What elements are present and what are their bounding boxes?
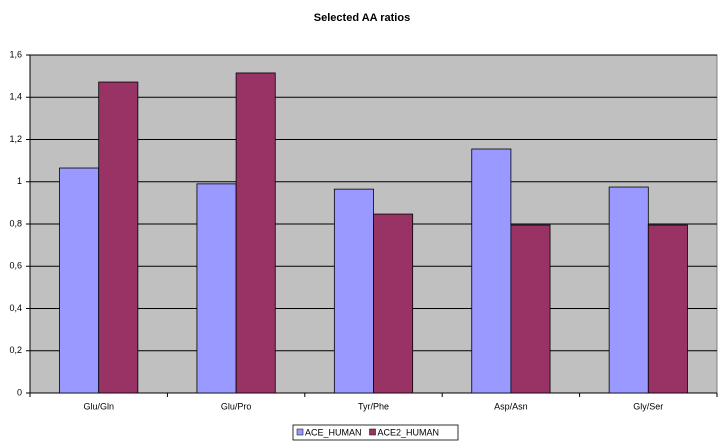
bar [98, 81, 139, 394]
bar [196, 183, 237, 394]
y-tick-label: 0,6 [9, 261, 22, 271]
x-tick-label: Gly/Ser [633, 401, 663, 411]
y-tick-label: 0,4 [9, 303, 22, 313]
x-tick-label: Tyr/Phe [358, 401, 389, 411]
y-tick-label: 1 [17, 176, 22, 186]
y-tick-label: 0,8 [9, 218, 22, 228]
legend-swatch [369, 428, 376, 436]
legend-label: ACE_HUMAN [305, 427, 362, 437]
bar [373, 213, 414, 394]
bar [59, 167, 100, 394]
y-tick-label: 1,4 [9, 92, 22, 102]
x-tick-label: Glu/Gln [83, 401, 114, 411]
y-tick-label: 1,6 [9, 49, 22, 59]
y-tick-label: 0 [17, 387, 22, 397]
x-tick-label: Glu/Pro [221, 401, 252, 411]
bar [647, 224, 688, 394]
y-tick-label: 1,2 [9, 134, 22, 144]
x-tick-label: Asp/Asn [494, 401, 528, 411]
bar [510, 224, 551, 394]
bar [333, 188, 374, 394]
bar [608, 186, 649, 394]
legend-label: ACE2_HUMAN [378, 427, 440, 437]
bar [235, 72, 276, 394]
y-tick-label: 0,2 [9, 345, 22, 355]
bar [471, 148, 512, 394]
legend-swatch [296, 428, 304, 436]
chart-title: Selected AA ratios [314, 12, 410, 24]
